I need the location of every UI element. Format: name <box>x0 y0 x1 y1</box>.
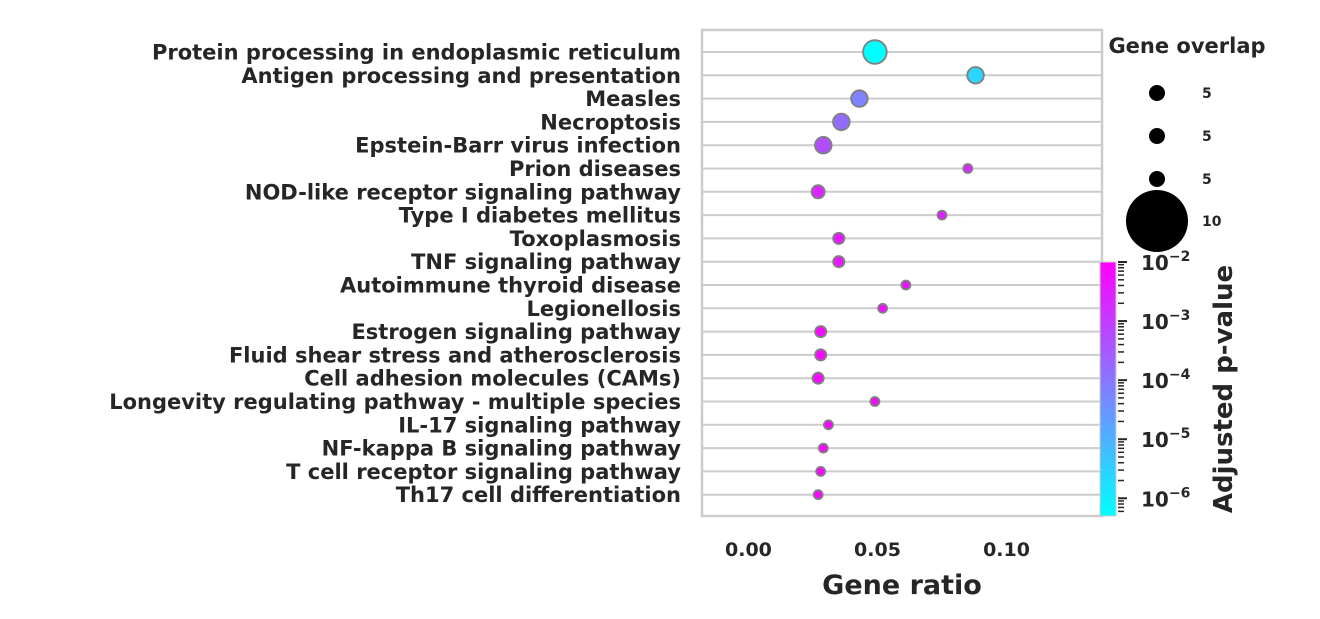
y-tick-label: Toxoplasmosis <box>510 227 681 251</box>
data-point <box>823 419 834 431</box>
colorbar-gradient <box>1099 261 1117 517</box>
grid-lines <box>702 51 1102 496</box>
data-point <box>936 209 948 221</box>
y-tick-label: Type I diabetes mellitus <box>399 204 681 228</box>
size-legend-label: 5 <box>1202 129 1212 145</box>
data-point <box>832 231 846 245</box>
y-tick-label: TNF signaling pathway <box>411 250 681 274</box>
size-legend-title: Gene overlap <box>1108 34 1265 58</box>
data-point <box>811 371 825 385</box>
size-legend-marker <box>1126 190 1188 252</box>
data-point <box>877 302 889 314</box>
plot-background <box>702 30 1102 516</box>
colorbar-tick-label: 10−4 <box>1141 367 1191 393</box>
size-legend-label: 5 <box>1202 86 1212 102</box>
y-tick-label: Cell adhesion molecules (CAMs) <box>304 367 681 391</box>
x-tick-label: 0.05 <box>854 539 901 561</box>
colorbar-tick-label: 10−3 <box>1141 308 1190 334</box>
data-point <box>815 465 827 477</box>
x-axis-label: Gene ratio <box>822 570 982 601</box>
y-tick-label: Autoimmune thyroid disease <box>340 274 681 298</box>
data-point <box>966 66 985 85</box>
x-axis-ticks: 0.00 0.05 0.10 <box>725 539 1030 561</box>
size-legend-marker <box>1149 171 1165 187</box>
colorbar: 10−2 10−3 10−4 10−5 10−6 Adjusted p-value <box>1099 249 1239 517</box>
size-legend: Gene overlap 5 5 5 10 <box>1108 34 1266 252</box>
data-points <box>810 39 985 501</box>
data-point <box>869 396 881 407</box>
size-legend-marker <box>1149 128 1165 144</box>
size-legend-label: 5 <box>1202 172 1212 188</box>
y-tick-label: Epstein-Barr virus infection <box>355 134 681 158</box>
y-tick-label: Longevity regulating pathway - multiple … <box>109 390 681 414</box>
data-point <box>832 255 846 269</box>
data-point <box>817 442 829 454</box>
colorbar-label: Adjusted p-value <box>1209 265 1239 513</box>
y-tick-label: Antigen processing and presentation <box>241 64 681 88</box>
y-tick-label: Measles <box>585 87 681 111</box>
colorbar-tick-label: 10−2 <box>1141 249 1190 275</box>
y-axis-labels: Protein processing in endoplasmic reticu… <box>109 41 681 508</box>
y-tick-label: NOD-like receptor signaling pathway <box>245 180 681 204</box>
y-tick-label: Protein processing in endoplasmic reticu… <box>152 41 681 65</box>
colorbar-tick-label: 10−5 <box>1141 426 1190 452</box>
y-tick-label: Th17 cell differentiation <box>396 483 681 507</box>
data-point <box>832 112 851 132</box>
data-point <box>814 348 828 362</box>
data-point <box>900 279 912 291</box>
data-point <box>862 39 888 65</box>
data-point <box>814 325 828 339</box>
size-legend-marker <box>1149 85 1165 101</box>
y-tick-label: T cell receptor signaling pathway <box>286 460 681 484</box>
y-tick-label: IL-17 signaling pathway <box>398 413 681 437</box>
y-tick-label: Necroptosis <box>540 110 681 134</box>
y-tick-label: Fluid shear stress and atherosclerosis <box>229 343 681 367</box>
data-point <box>850 89 869 108</box>
colorbar-tick-label: 10−6 <box>1141 485 1190 511</box>
y-tick-label: NF-kappa B signaling pathway <box>322 437 682 461</box>
data-point <box>810 184 826 200</box>
y-tick-label: Prion diseases <box>509 157 681 181</box>
data-point <box>962 163 974 174</box>
y-tick-label: Legionellosis <box>527 297 682 321</box>
data-point <box>814 135 833 155</box>
data-point <box>812 489 824 501</box>
y-tick-label: Estrogen signaling pathway <box>351 320 681 344</box>
x-tick-label: 0.10 <box>983 539 1030 561</box>
size-legend-label: 10 <box>1202 214 1222 230</box>
x-tick-label: 0.00 <box>725 539 772 561</box>
